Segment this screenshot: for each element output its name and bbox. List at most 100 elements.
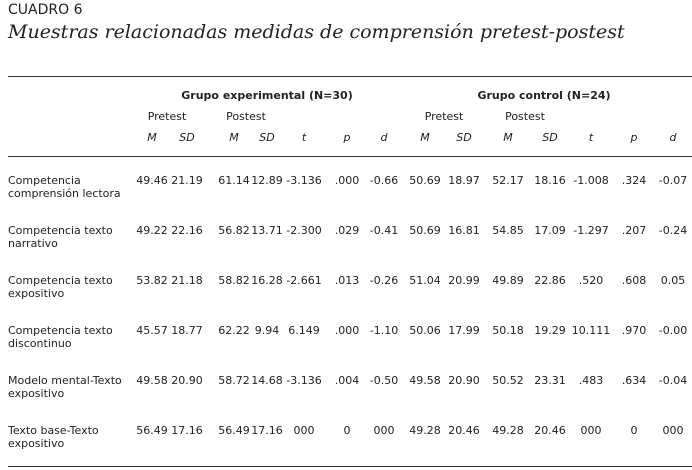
cell: -0.26 — [369, 274, 399, 287]
cell: -0.50 — [369, 374, 399, 387]
column-header: M — [147, 131, 157, 144]
cell: 56.49 — [218, 424, 250, 437]
cell: 49.58 — [409, 374, 441, 387]
column-header: M — [503, 131, 513, 144]
cell: -0.00 — [658, 324, 688, 337]
cell: .634 — [621, 374, 647, 387]
cell: 0 — [630, 424, 638, 437]
cell: 49.89 — [492, 274, 524, 287]
column-header: SD — [179, 131, 195, 144]
cell: 51.04 — [409, 274, 441, 287]
table-label: CUADRO 6 — [8, 2, 83, 18]
row-label: Modelo mental-Texto expositivo — [8, 374, 122, 400]
cell: 000 — [662, 424, 684, 437]
cell: 20.90 — [171, 374, 203, 387]
cell: -3.136 — [286, 174, 322, 187]
column-header: SD — [542, 131, 558, 144]
row-label: Competencia texto expositivo — [8, 274, 113, 300]
cell: 50.52 — [492, 374, 524, 387]
cell: -0.24 — [658, 224, 688, 237]
cell: 17.09 — [534, 224, 566, 237]
cell: .013 — [334, 274, 360, 287]
cell: 20.90 — [448, 374, 480, 387]
cell: 50.18 — [492, 324, 524, 337]
cell: .970 — [621, 324, 647, 337]
cell: .000 — [334, 324, 360, 337]
row-label: Competencia comprensión lectora — [8, 174, 121, 200]
cell: -0.41 — [369, 224, 399, 237]
column-header: t — [588, 131, 594, 144]
row-label: Texto base-Texto expositivo — [8, 424, 99, 450]
cell: 22.16 — [171, 224, 203, 237]
column-header: d — [669, 131, 677, 144]
cell: .520 — [578, 274, 604, 287]
cell: 18.97 — [448, 174, 480, 187]
cell: 6.149 — [288, 324, 320, 337]
cell: 000 — [373, 424, 395, 437]
cell: 12.89 — [251, 174, 283, 187]
phase-header: Postest — [505, 110, 545, 123]
cell: -1.10 — [369, 324, 399, 337]
cell: 56.49 — [136, 424, 168, 437]
row-label: Competencia texto narrativo — [8, 224, 113, 250]
top-rule — [8, 76, 692, 77]
cell: 54.85 — [492, 224, 524, 237]
cell: 49.58 — [136, 374, 168, 387]
cell: 20.46 — [534, 424, 566, 437]
cell: -1.297 — [573, 224, 609, 237]
column-header: SD — [259, 131, 275, 144]
cell: 0.05 — [660, 274, 686, 287]
column-header: p — [630, 131, 638, 144]
cell: 9.94 — [254, 324, 280, 337]
column-header: M — [229, 131, 239, 144]
cell: 13.71 — [251, 224, 283, 237]
cell: 52.17 — [492, 174, 524, 187]
cell: -1.008 — [573, 174, 609, 187]
cell: 16.28 — [251, 274, 283, 287]
cell: .004 — [334, 374, 360, 387]
cell: 14.68 — [251, 374, 283, 387]
cell: 58.72 — [218, 374, 250, 387]
cell: 21.19 — [171, 174, 203, 187]
bottom-rule — [8, 466, 692, 467]
group-header: Grupo control (N=24) — [477, 89, 611, 102]
cell: 49.46 — [136, 174, 168, 187]
cell: 58.82 — [218, 274, 250, 287]
cell: 10.111 — [571, 324, 611, 337]
cell: 18.16 — [534, 174, 566, 187]
cell: 17.16 — [171, 424, 203, 437]
header-rule — [8, 156, 692, 157]
cell: -2.661 — [286, 274, 322, 287]
cell: -0.07 — [658, 174, 688, 187]
cell: 18.77 — [171, 324, 203, 337]
cell: -2.300 — [286, 224, 322, 237]
cell: 53.82 — [136, 274, 168, 287]
cell: 23.31 — [534, 374, 566, 387]
phase-header: Pretest — [424, 110, 464, 123]
cell: 20.99 — [448, 274, 480, 287]
column-header: t — [301, 131, 307, 144]
row-label: Competencia texto discontinuo — [8, 324, 113, 350]
column-header: d — [380, 131, 388, 144]
cell: 000 — [580, 424, 602, 437]
phase-header: Pretest — [147, 110, 187, 123]
cell: .324 — [621, 174, 647, 187]
cell: 62.22 — [218, 324, 250, 337]
cell: .207 — [621, 224, 647, 237]
column-header: M — [420, 131, 430, 144]
cell: -0.66 — [369, 174, 399, 187]
cell: 49.22 — [136, 224, 168, 237]
cell: 0 — [343, 424, 351, 437]
cell: 56.82 — [218, 224, 250, 237]
cell: 49.28 — [492, 424, 524, 437]
cell: 50.69 — [409, 174, 441, 187]
cell: .483 — [578, 374, 604, 387]
cell: .000 — [334, 174, 360, 187]
cell: 20.46 — [448, 424, 480, 437]
cell: 61.14 — [218, 174, 250, 187]
cell: 50.69 — [409, 224, 441, 237]
cell: 49.28 — [409, 424, 441, 437]
cell: -3.136 — [286, 374, 322, 387]
cell: 21.18 — [171, 274, 203, 287]
phase-header: Postest — [226, 110, 266, 123]
